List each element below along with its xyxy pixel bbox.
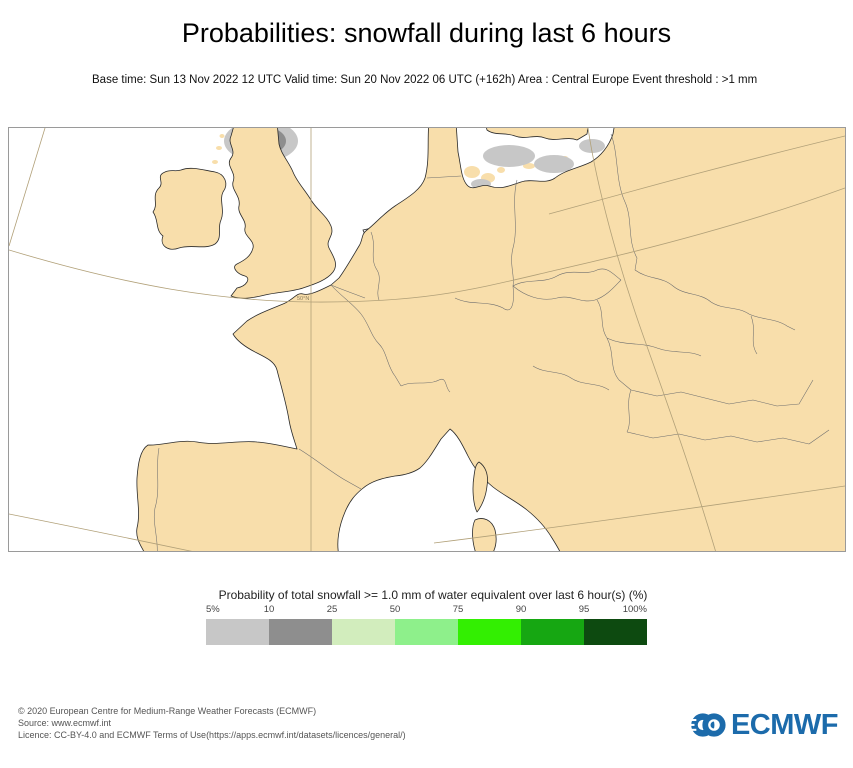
border-serbia: [606, 337, 632, 433]
legend-color-cell: [395, 619, 458, 645]
map-subtitle: Base time: Sun 13 Nov 2022 12 UTC Valid …: [92, 74, 758, 86]
shade-baltic-dot: [534, 155, 574, 173]
border-layer: [154, 133, 830, 551]
border-moldova: [750, 315, 758, 355]
legend-tick: 50: [389, 604, 401, 615]
border-germany-poland: [511, 179, 518, 287]
legend-color-cell: [584, 619, 647, 645]
border-czechia-north: [512, 268, 622, 287]
footer-copyright: © 2020 European Centre for Medium-Range …: [18, 706, 317, 716]
shade-baltic-dot: [483, 145, 535, 167]
parallel-55n: [548, 135, 845, 215]
legend-color-cell: [206, 619, 269, 645]
border-poland-east: [610, 133, 638, 271]
legend-color-cell: [521, 619, 584, 645]
legend-color-cell: [269, 619, 332, 645]
border-danube: [630, 379, 814, 407]
ecmwf-logo: ECMWF: [688, 706, 839, 744]
hebrides-islands: [212, 134, 225, 164]
legend-tick: 90: [515, 604, 527, 615]
border-belgium: [330, 284, 366, 299]
border-benelux: [370, 231, 380, 301]
legend-colorbar: [206, 619, 647, 645]
legend-tick: 10: [263, 604, 275, 615]
border-czechia-south: [512, 279, 622, 302]
map-frame: 50°N: [8, 127, 846, 552]
border-pyrenees: [298, 448, 362, 490]
footer-licence: Licence: CC-BY-4.0 and ECMWF Terms of Us…: [18, 730, 406, 740]
border-denmark: [426, 175, 462, 179]
meridian-east: [587, 128, 716, 551]
legend-title: Probability of total snowfall >= 1.0 mm …: [218, 588, 648, 602]
border-alpine: [400, 378, 451, 393]
map-canvas: 50°N: [9, 128, 845, 551]
border-austria-hungary: [596, 299, 702, 357]
ecmwf-logo-icon: [688, 713, 726, 737]
border-ukraine-romania: [634, 269, 796, 331]
parallel-50n: [9, 187, 845, 303]
legend-tick: 5%: [206, 604, 220, 615]
footer-attribution: © 2020 European Centre for Medium-Range …: [18, 705, 406, 741]
legend-tick: 95: [578, 604, 590, 615]
legend-tick: 100%: [622, 604, 647, 615]
legend-color-cell: [332, 619, 395, 645]
latitude-label: 50°N: [297, 296, 309, 302]
graticule-layer: 50°N: [9, 128, 845, 551]
border-bulgaria-greece: [626, 429, 830, 445]
footer-source: Source: www.ecmwf.int: [18, 718, 112, 728]
border-portugal: [154, 447, 160, 551]
border-slovenia-croatia: [532, 365, 610, 391]
shade-baltic-dot: [579, 139, 605, 153]
legend-ticks: 5% 10 25 50 75 90 95 100%: [206, 604, 647, 616]
coastline-layer: [136, 128, 845, 551]
legend-tick: 75: [452, 604, 464, 615]
meridian-west: [9, 128, 46, 247]
page-title: Probabilities: snowfall during last 6 ho…: [181, 18, 672, 48]
legend-color-cell: [458, 619, 521, 645]
ecmwf-logo-text: ECMWF: [730, 708, 839, 741]
parallel-45n-west: [9, 513, 193, 551]
border-france-east: [330, 284, 402, 387]
parallel-45n-east: [433, 485, 845, 544]
legend-tick: 25: [326, 604, 338, 615]
border-germany-austria: [454, 285, 514, 311]
